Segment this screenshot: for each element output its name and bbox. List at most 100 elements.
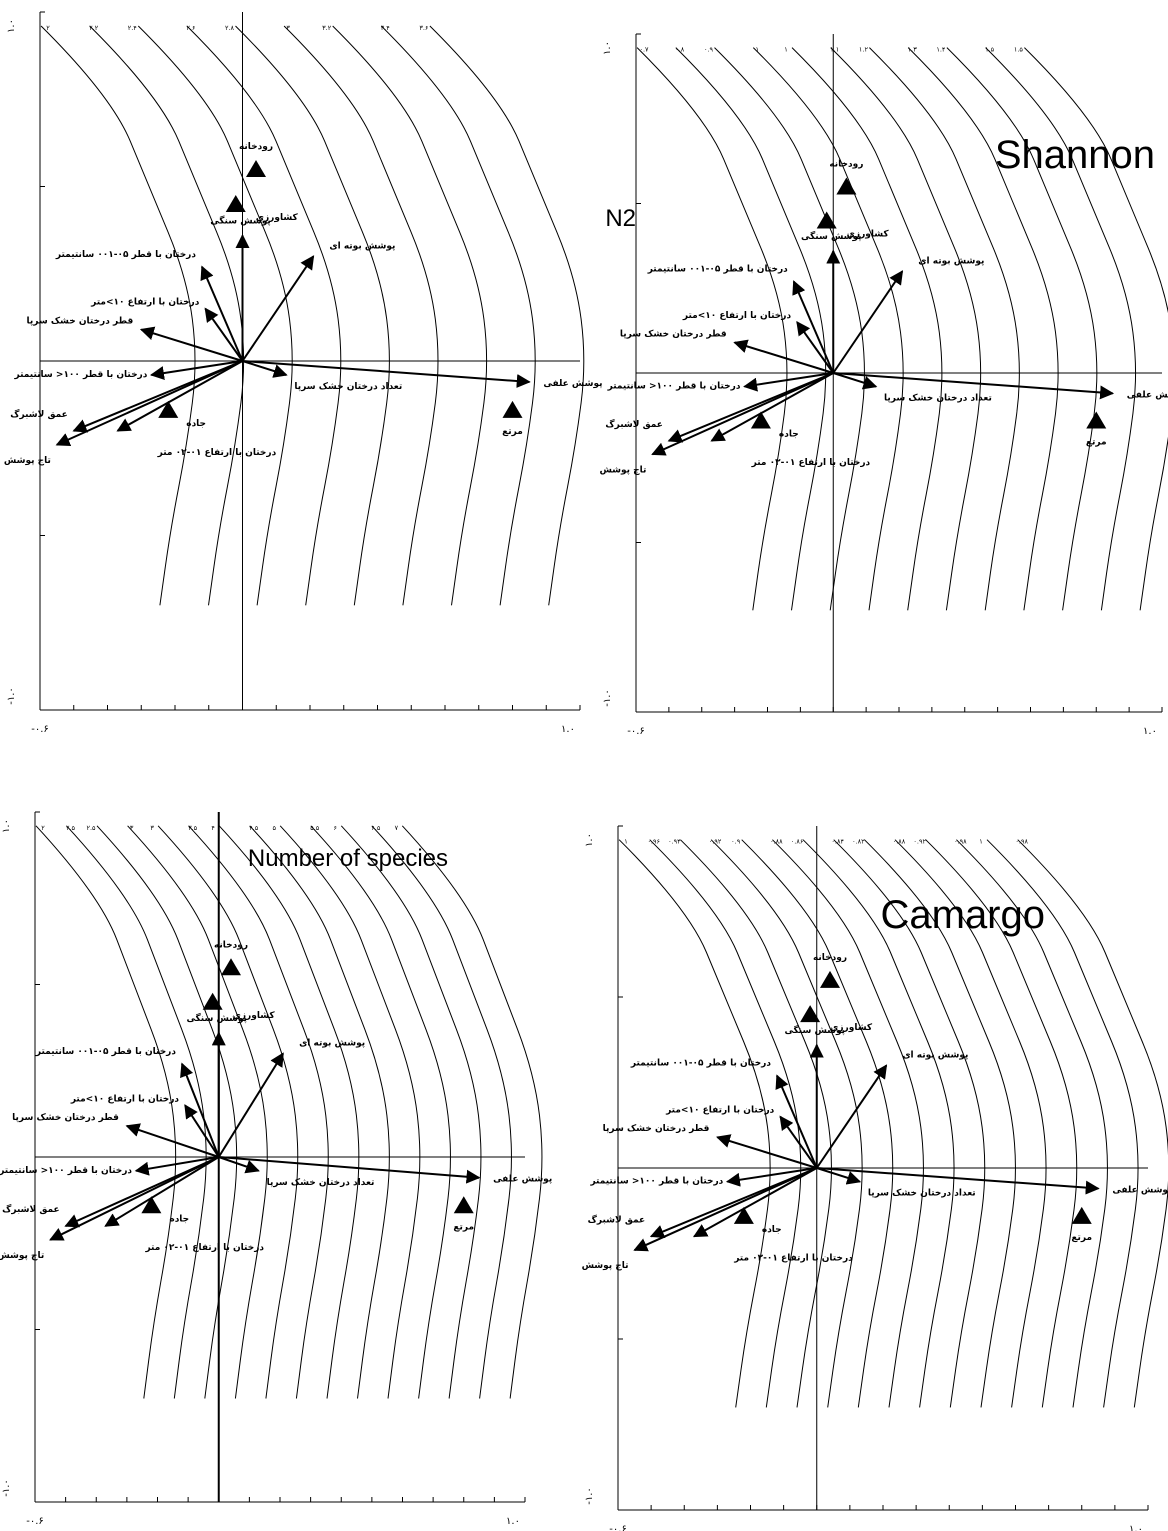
- vector-arrow: [125, 1123, 220, 1158]
- site-marker: [750, 411, 771, 429]
- vector-label: تاج پوشش: [599, 465, 646, 475]
- isoline: [986, 839, 1139, 1408]
- x-tick-label-min: -۰.۶: [31, 724, 49, 735]
- vector-label: پوشش سنگی: [186, 1012, 247, 1024]
- isoline-label: ۰.۸۶: [791, 838, 804, 846]
- isoline-label: ۶: [334, 824, 338, 832]
- panel-title: Number of species: [248, 845, 448, 872]
- x-tick-label-max: ۱.۰: [1143, 726, 1157, 737]
- isoline: [802, 839, 955, 1408]
- isoline-label: ۴: [211, 824, 215, 832]
- y-tick-label-max: ۱.۰: [6, 19, 17, 33]
- vector-label: عمق لاشبرگ: [605, 418, 662, 430]
- isoline-label: ۰.۹۸: [1015, 838, 1028, 846]
- site-marker: [820, 970, 840, 988]
- vector-label: درختان با قطر ۱۰۰< سانتیمتر: [607, 382, 741, 392]
- isoline-label: ۲: [41, 824, 45, 832]
- vector-label: قطر درختان خشک سرپا: [12, 1113, 119, 1123]
- vector-label: تاج پوشش: [582, 1261, 629, 1271]
- vector-label: پوشش سنگی: [784, 1024, 845, 1036]
- isoline-label: ۰.۸۸: [893, 838, 906, 846]
- chart-panel-2: -۰.۶ ۱.۰ ۱.۰ -۱.۰ ۰.۷ ۰.۸ ۰.۹ ۱ ۱ ۱.۱ ۱.۲ ۱.۳ ۱.۴ ۱.۵…: [599, 33, 1168, 737]
- vector-arrow: [184, 1104, 220, 1158]
- vector-arrow: [733, 339, 834, 374]
- y-tick-label-min: -۱.۰: [1, 1479, 12, 1497]
- isoline: [869, 47, 1020, 611]
- isoline: [946, 47, 1098, 611]
- isoline: [283, 25, 439, 606]
- vector-label: درختان با قطر ۰۵-۰۰۱ سانتیمتر: [35, 1047, 176, 1057]
- isoline: [907, 47, 1059, 611]
- vector-arrow: [55, 360, 243, 446]
- chart-panel-4: -۰.۶ ۱.۰ ۱.۰ -۱.۰ ۱ ۰.۹۶ ۰.۹۴ ۰.۹۲ ۰.۹ ۰.۸۸ ۰.۸۶ ۰.…: [582, 825, 1168, 1531]
- x-tick-label-min: -۰.۶: [627, 726, 645, 737]
- isoline: [956, 839, 1108, 1408]
- vector-label: پوشش بوته ای: [902, 1050, 968, 1060]
- site-label: جاده: [186, 419, 206, 429]
- isoline: [752, 47, 904, 611]
- isoline: [833, 839, 986, 1408]
- site-label: جاده: [169, 1214, 189, 1224]
- site-label: رودخانه: [239, 142, 273, 152]
- site-label: مرتع: [1071, 1233, 1092, 1243]
- isoline-label: ۱.۳: [908, 46, 918, 54]
- vector-label: قطر درختان خشک سرپا: [27, 317, 134, 327]
- vector-arrow: [692, 1167, 818, 1238]
- isoline: [371, 825, 512, 1399]
- vector-arrow: [242, 360, 288, 378]
- site-marker: [453, 1196, 474, 1214]
- isoline-label: ۳: [130, 824, 134, 832]
- vector-arrow: [116, 360, 243, 432]
- vector-label: درختان با قطر ۰۵-۰۰۱ سانتیمتر: [647, 264, 788, 274]
- isoline-label: ۲: [46, 24, 50, 32]
- isoline-label: ۰.۹۲: [709, 838, 722, 846]
- isoline-label: ۱.۵: [1014, 46, 1024, 54]
- isoline: [741, 839, 894, 1408]
- site-marker: [816, 211, 837, 229]
- site-label: مرتع: [453, 1222, 474, 1232]
- site-marker: [1071, 1206, 1092, 1224]
- isoline-label: ۳: [286, 24, 290, 32]
- y-tick-label-max: ۱.۰: [1, 819, 12, 833]
- isoline-label: ۱: [624, 838, 628, 846]
- isoline: [618, 839, 771, 1408]
- vector-label: درختان با ارتفاع ۰۱-۰۲ متر: [157, 448, 277, 458]
- vector-arrow: [832, 270, 904, 374]
- vector-arrow: [710, 372, 834, 442]
- vector-label: عمق لاشبرگ: [10, 408, 67, 420]
- isoline-label: ۰.۹۴: [668, 838, 681, 846]
- isoline: [127, 825, 268, 1399]
- vector-label: پوشش سنگی: [801, 230, 862, 242]
- vector-arrow: [833, 372, 1115, 400]
- vector-arrow: [200, 265, 244, 362]
- vector-label: تعداد درختان خشک سرپا: [267, 1178, 375, 1188]
- isoline-label: ۳.۶: [419, 24, 428, 32]
- vector-arrow: [49, 1156, 220, 1241]
- y-tick-label-max: ۱.۰: [584, 833, 595, 847]
- vector-label: درختان با قطر ۱۰۰< سانتیمتر: [589, 1177, 723, 1187]
- isoline-label: ۰.۹۸: [954, 838, 967, 846]
- vector-arrow: [218, 1156, 260, 1174]
- site-label: مرتع: [502, 427, 523, 437]
- site-label: کشاورزی: [830, 1023, 873, 1033]
- vector-arrow: [725, 1167, 817, 1187]
- vector-arrow: [204, 307, 244, 362]
- isoline: [66, 825, 207, 1399]
- y-tick-label-max: ۱.۰: [602, 41, 613, 55]
- isoline: [714, 47, 865, 611]
- isoline-label: ۲.۵: [66, 824, 76, 832]
- isoline: [89, 25, 245, 606]
- vector-label: تاج پوشش: [4, 456, 51, 466]
- isoline: [218, 825, 360, 1399]
- vector-label: پوشش علفی: [493, 1175, 552, 1185]
- isoline-label: ۱.۴: [936, 46, 946, 54]
- isoline: [925, 839, 1078, 1408]
- isoline-label: ۱.۲: [859, 46, 869, 54]
- isoline-label: ۳.۴: [381, 24, 391, 32]
- isoline-label: ۲.۸: [225, 24, 235, 32]
- site-label: مرتع: [1086, 437, 1107, 447]
- isoline-label: ۵.۵: [310, 824, 320, 832]
- vector-label: تاج پوشش: [0, 1251, 44, 1261]
- vector-arrow: [633, 1167, 818, 1252]
- vector-label: عمق لاشبرگ: [588, 1213, 645, 1225]
